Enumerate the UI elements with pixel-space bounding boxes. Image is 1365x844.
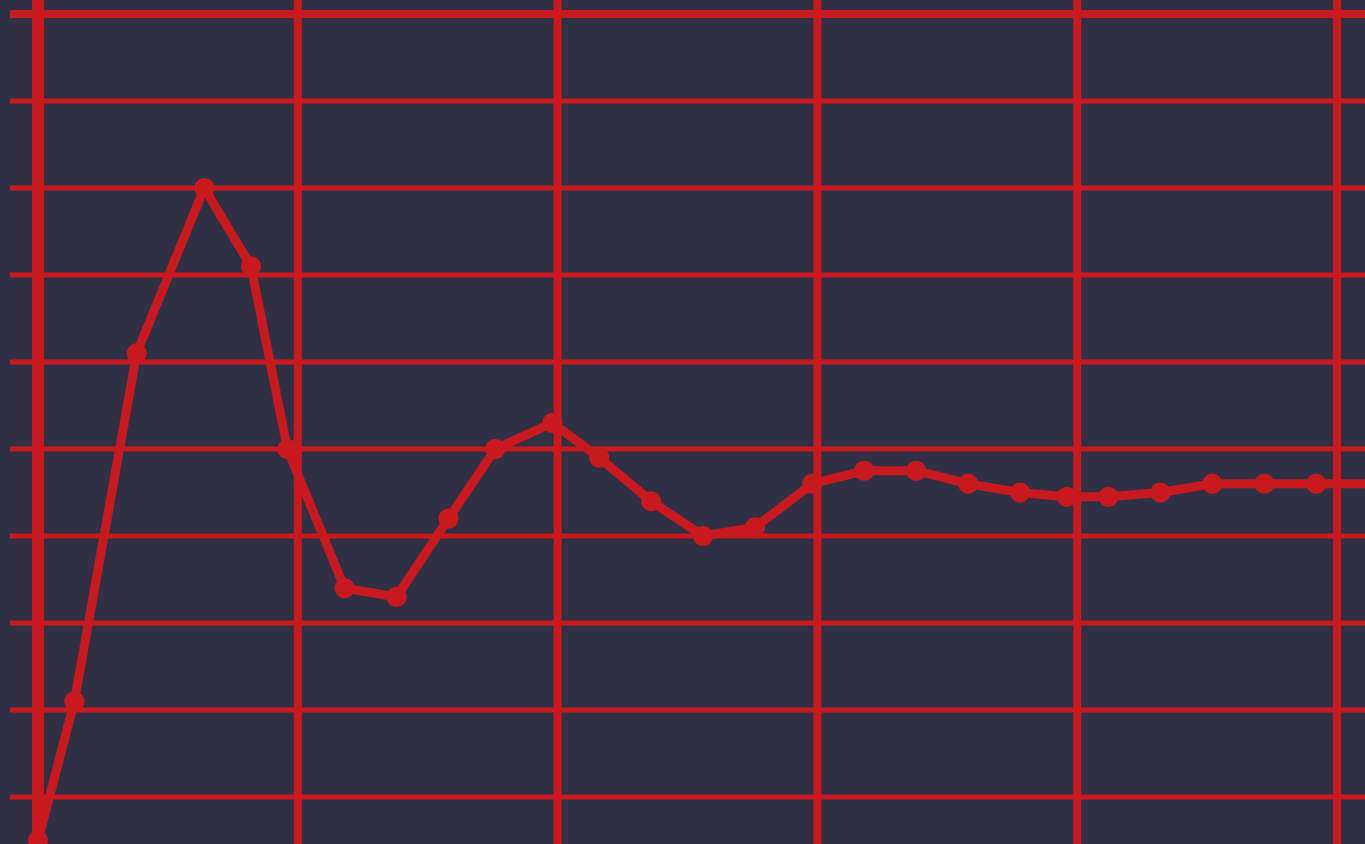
data-point: [386, 586, 407, 607]
data-point: [693, 526, 714, 546]
data-point: [1150, 482, 1171, 503]
data-point: [1202, 473, 1223, 494]
grid-lines: [10, 0, 1365, 844]
data-point: [1010, 482, 1031, 503]
data-point: [194, 178, 215, 198]
data-point: [485, 439, 506, 459]
series-layer: [28, 178, 1365, 844]
data-point: [277, 439, 298, 459]
data-point: [334, 578, 355, 599]
data-point: [589, 447, 610, 468]
data-point: [641, 491, 662, 512]
data-point: [1056, 486, 1077, 507]
data-point: [438, 508, 459, 529]
data-point: [958, 473, 979, 494]
data-point: [1254, 473, 1275, 494]
data-point: [854, 460, 875, 481]
data-point: [802, 473, 823, 494]
data-point: [126, 343, 147, 364]
data-point: [64, 691, 85, 712]
data-point: [745, 517, 766, 538]
data-point: [1098, 486, 1119, 507]
data-point: [28, 830, 48, 844]
data-point: [906, 460, 927, 481]
data-point: [1306, 473, 1327, 494]
data-point: [542, 412, 563, 433]
data-point: [241, 256, 262, 277]
